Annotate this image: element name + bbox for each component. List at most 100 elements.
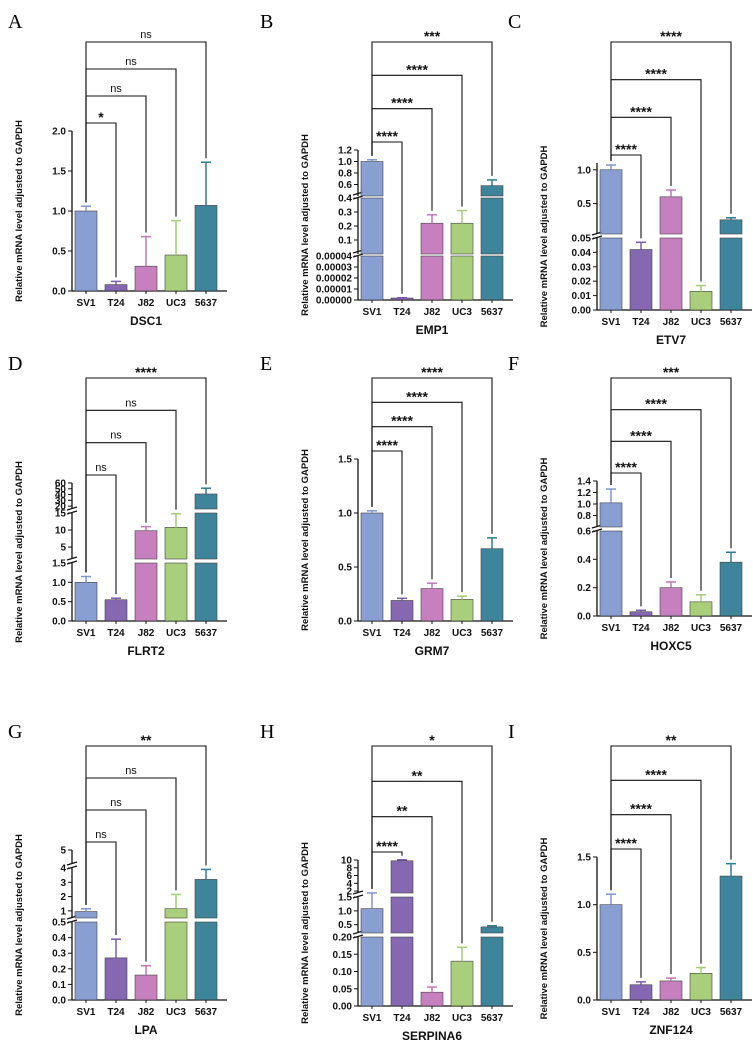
x-tick-label: T24 bbox=[107, 298, 125, 309]
y-tick-label: 1.2 bbox=[338, 146, 352, 157]
y-tick-label: 60 bbox=[55, 479, 67, 490]
bar-sv1 bbox=[599, 502, 623, 528]
significance-bracket bbox=[610, 377, 732, 549]
bar-t24 bbox=[390, 896, 414, 934]
x-tick-label: J82 bbox=[663, 317, 680, 328]
significance-label: **** bbox=[645, 66, 667, 82]
chart-title: ZNF124 bbox=[649, 1023, 693, 1037]
y-tick-label: 10 bbox=[341, 856, 353, 867]
y-axis-label: Relative mRNA level adjusted to GAPDH bbox=[539, 837, 550, 1019]
y-tick-label: 0.00004 bbox=[316, 252, 353, 263]
bar-sv1 bbox=[360, 936, 384, 1007]
bar-5637 bbox=[719, 561, 743, 617]
y-tick-label: 0.0 bbox=[577, 612, 591, 623]
bar-5637 bbox=[719, 219, 743, 235]
significance-label: **** bbox=[406, 61, 428, 77]
x-tick-label: J82 bbox=[663, 623, 680, 634]
significance-bracket bbox=[610, 745, 732, 891]
chart-title: EMP1 bbox=[416, 323, 449, 337]
y-axis-label: Relative mRNA level adjusted to GAPDH bbox=[300, 449, 311, 631]
y-tick-label: 1 bbox=[60, 906, 66, 917]
y-tick-label: 0.00 bbox=[333, 1002, 353, 1013]
bar-5637 bbox=[194, 562, 218, 622]
x-tick-label: UC3 bbox=[166, 628, 186, 639]
y-tick-label: 1.0 bbox=[577, 165, 591, 176]
significance-bracket bbox=[371, 780, 463, 944]
x-tick-label: T24 bbox=[632, 623, 650, 634]
significance-bracket bbox=[85, 841, 117, 936]
y-tick-label: 1.0 bbox=[52, 578, 66, 589]
significance-label: **** bbox=[615, 835, 637, 851]
significance-label: * bbox=[98, 109, 104, 125]
x-tick-label: T24 bbox=[393, 628, 411, 639]
x-tick-label: SV1 bbox=[602, 1007, 621, 1018]
bar-t24 bbox=[629, 984, 653, 1001]
significance-label: ** bbox=[666, 732, 677, 748]
bar-5637 bbox=[194, 921, 218, 1001]
y-tick-label: 0.00003 bbox=[316, 263, 353, 274]
chart-title: LPA bbox=[134, 1023, 157, 1037]
significance-label: **** bbox=[645, 396, 667, 412]
panel-c: C Relative mRNA level adjusted to GAPDH 0.… bbox=[508, 11, 752, 347]
x-tick-label: 5637 bbox=[481, 307, 504, 318]
bar-sv1 bbox=[599, 904, 623, 1001]
y-tick-label: 0.00001 bbox=[316, 285, 353, 296]
bar-5637 bbox=[480, 926, 504, 934]
y-tick-label: 0.03 bbox=[572, 262, 592, 273]
y-tick-label: 3 bbox=[60, 878, 66, 889]
bar-uc3 bbox=[164, 527, 188, 560]
bar-uc3 bbox=[450, 960, 474, 1007]
y-tick-label: 0.1 bbox=[52, 980, 66, 991]
bar-j82 bbox=[134, 530, 158, 560]
chart-title: ETV7 bbox=[656, 333, 686, 347]
y-tick-label: 0.0 bbox=[52, 996, 66, 1007]
x-tick-label: SV1 bbox=[363, 628, 382, 639]
bar-j82 bbox=[420, 588, 444, 622]
x-tick-label: J82 bbox=[424, 628, 441, 639]
bar-uc3 bbox=[164, 908, 188, 919]
panel-a: A Relative mRNA level adjusted to GAPDH 0.… bbox=[8, 11, 227, 328]
x-tick-label: 5637 bbox=[481, 628, 504, 639]
significance-label: **** bbox=[421, 364, 443, 380]
bar-uc3 bbox=[689, 973, 713, 1001]
y-tick-label: 20 bbox=[55, 502, 67, 513]
y-tick-label: 0.4 bbox=[338, 194, 352, 205]
bar-sv1 bbox=[360, 197, 384, 255]
bar-sv1 bbox=[74, 921, 98, 1001]
panel-label: C bbox=[508, 11, 521, 33]
significance-label: **** bbox=[406, 388, 428, 404]
y-tick-label: 0.3 bbox=[338, 208, 352, 219]
significance-label: ns bbox=[95, 829, 107, 841]
y-tick-label: 0.5 bbox=[338, 920, 352, 931]
bar-j82 bbox=[659, 237, 683, 311]
bar-uc3 bbox=[450, 599, 474, 622]
significance-label: **** bbox=[630, 427, 652, 443]
bar-5637 bbox=[480, 548, 504, 622]
panel-label: B bbox=[260, 11, 273, 33]
panel-d: D Relative mRNA level adjusted to GAPDH 0.… bbox=[8, 353, 227, 658]
bar-j82 bbox=[420, 222, 444, 255]
significance-bracket bbox=[85, 745, 207, 905]
significance-bracket bbox=[371, 377, 493, 534]
bar-uc3 bbox=[164, 921, 188, 1001]
x-tick-label: 5637 bbox=[195, 298, 218, 309]
significance-label: ** bbox=[397, 803, 408, 819]
x-tick-label: J82 bbox=[663, 1007, 680, 1018]
y-tick-label: 0.4 bbox=[577, 555, 591, 566]
panel-i: I Relative mRNA level adjusted to GAPDH 0.… bbox=[508, 721, 752, 1037]
significance-label: ** bbox=[412, 767, 423, 783]
y-tick-label: 0.04 bbox=[572, 248, 592, 259]
x-tick-label: SV1 bbox=[602, 623, 621, 634]
significance-label: **** bbox=[645, 766, 667, 782]
y-tick-label: 0.2 bbox=[577, 583, 591, 594]
y-tick-label: 0.6 bbox=[577, 527, 591, 538]
x-tick-label: SV1 bbox=[77, 628, 96, 639]
x-tick-label: UC3 bbox=[691, 623, 711, 634]
y-tick-label: 0.5 bbox=[577, 199, 591, 210]
significance-label: *** bbox=[663, 364, 680, 380]
y-tick-label: 1.0 bbox=[577, 500, 591, 511]
significance-bracket bbox=[85, 68, 177, 217]
panel-e: E Relative mRNA level adjusted to GAPDH 0.… bbox=[260, 353, 513, 658]
panel-g: G Relative mRNA level adjusted to GAPDH 0.… bbox=[8, 721, 227, 1037]
y-axis-label: Relative mRNA level adjusted to GAPDH bbox=[14, 461, 25, 643]
